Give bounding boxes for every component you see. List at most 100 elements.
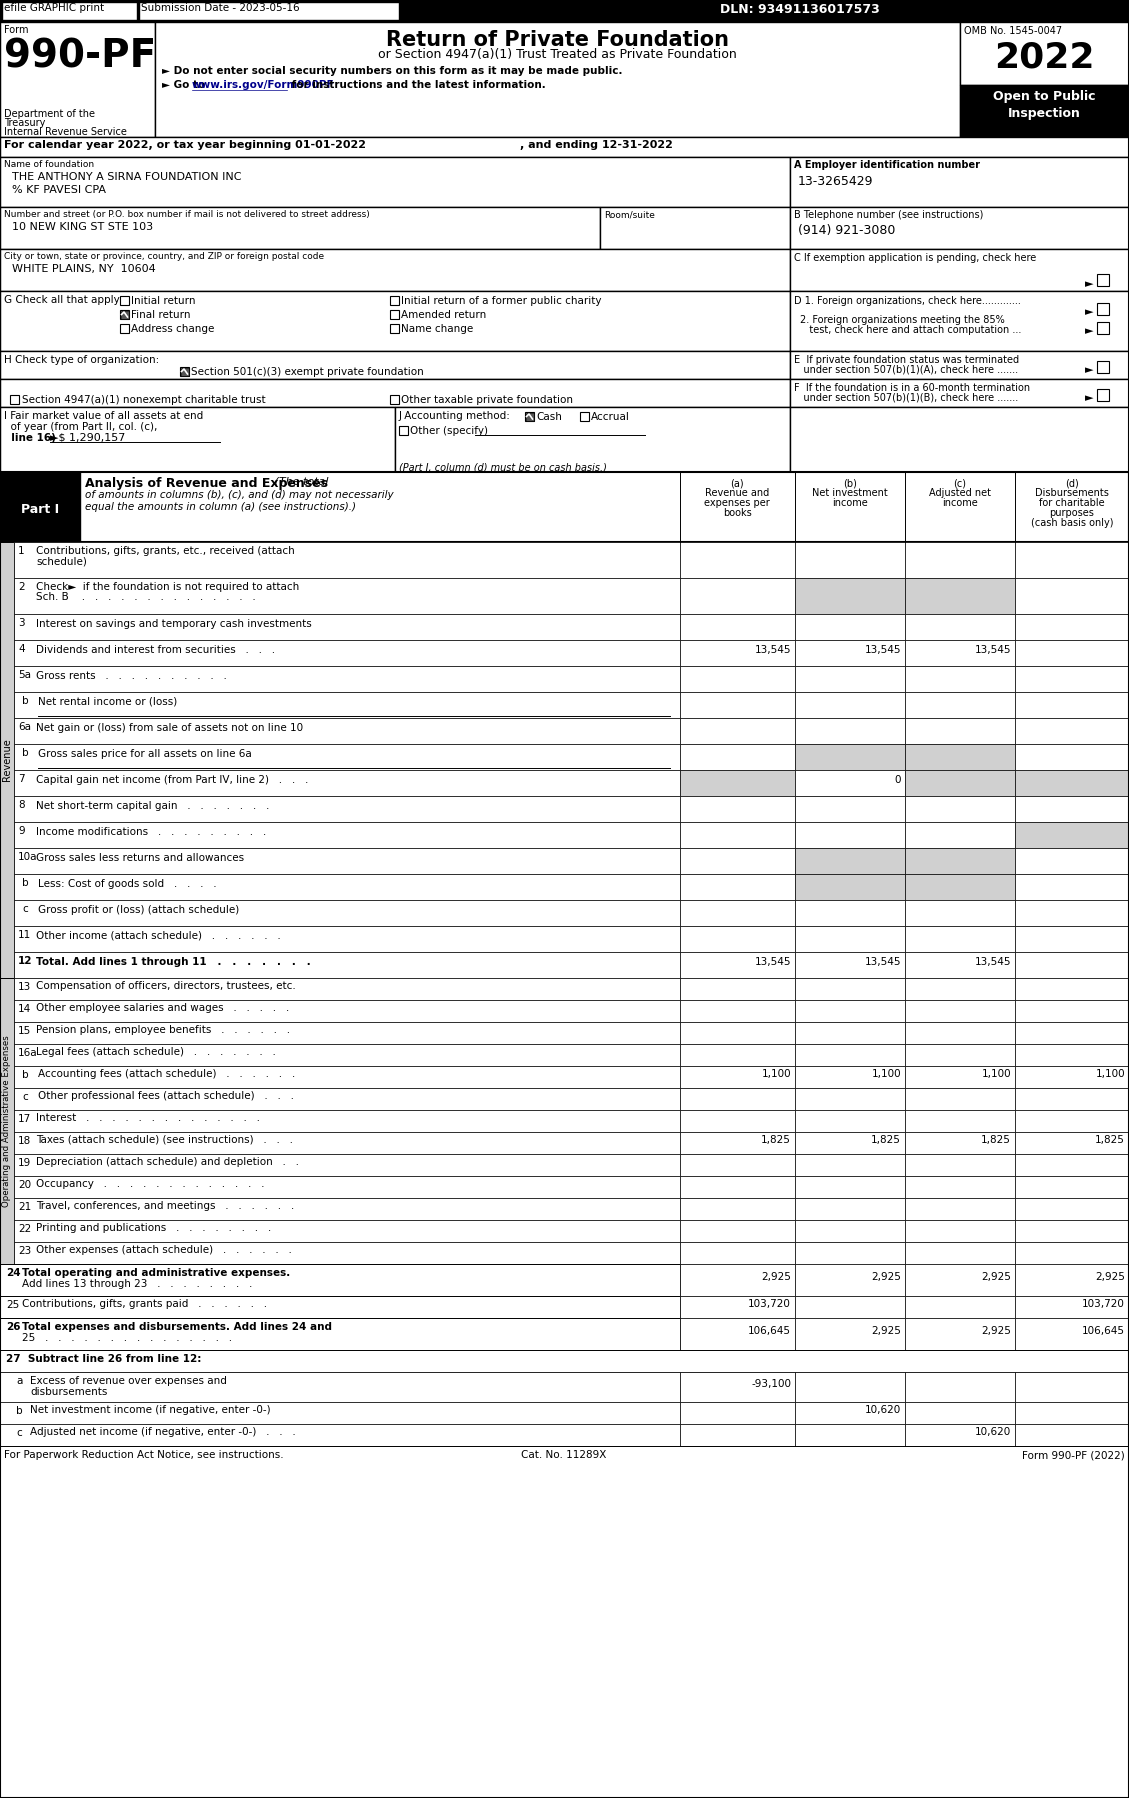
Text: 8: 8 — [18, 800, 25, 811]
Bar — [905, 1221, 1015, 1242]
Text: Other employee salaries and wages   .   .   .   .   .: Other employee salaries and wages . . . … — [36, 1003, 289, 1012]
Text: Address change: Address change — [131, 324, 215, 334]
Text: Other income (attach schedule)   .   .   .   .   .   .: Other income (attach schedule) . . . . .… — [36, 931, 281, 940]
Text: Taxes (attach schedule) (see instructions)   .   .   .: Taxes (attach schedule) (see instruction… — [36, 1135, 294, 1145]
Bar — [680, 1264, 795, 1296]
Bar — [905, 874, 1015, 901]
Bar — [795, 901, 905, 926]
Bar — [905, 613, 1015, 640]
Bar — [599, 207, 790, 248]
Text: Gross sales price for all assets on line 6a: Gross sales price for all assets on line… — [38, 750, 252, 759]
Text: City or town, state or province, country, and ZIP or foreign postal code: City or town, state or province, country… — [5, 252, 324, 261]
Text: 2: 2 — [18, 583, 25, 592]
Bar — [905, 770, 1015, 797]
Text: 1,100: 1,100 — [872, 1070, 901, 1079]
Bar — [120, 297, 129, 306]
Text: 1,825: 1,825 — [981, 1135, 1010, 1145]
Text: Contributions, gifts, grants paid   .   .   .   .   .   .: Contributions, gifts, grants paid . . . … — [21, 1298, 268, 1309]
Bar — [795, 1197, 905, 1221]
Bar — [0, 541, 14, 978]
Bar — [14, 901, 680, 926]
Text: Name change: Name change — [401, 324, 473, 334]
Bar — [795, 717, 905, 744]
Bar — [0, 978, 14, 1264]
Text: Net investment: Net investment — [812, 487, 887, 498]
Text: Return of Private Foundation: Return of Private Foundation — [385, 31, 728, 50]
Text: Net short-term capital gain   .   .   .   .   .   .   .: Net short-term capital gain . . . . . . … — [36, 800, 270, 811]
Bar — [795, 1296, 905, 1318]
Text: THE ANTHONY A SIRNA FOUNDATION INC: THE ANTHONY A SIRNA FOUNDATION INC — [12, 173, 242, 182]
Bar — [795, 1109, 905, 1133]
Bar — [0, 351, 790, 379]
Bar — [390, 324, 399, 333]
Text: Legal fees (attach schedule)   .   .   .   .   .   .   .: Legal fees (attach schedule) . . . . . .… — [36, 1046, 275, 1057]
Bar — [14, 874, 680, 901]
Bar — [905, 717, 1015, 744]
Text: D 1. Foreign organizations, check here.............: D 1. Foreign organizations, check here..… — [794, 297, 1021, 306]
Bar — [680, 1176, 795, 1197]
Text: Initial return: Initial return — [131, 297, 195, 306]
Bar — [1097, 304, 1109, 315]
Bar — [905, 1109, 1015, 1133]
Bar — [0, 1424, 680, 1446]
Bar — [399, 426, 408, 435]
Bar — [960, 85, 1129, 137]
Bar — [1015, 1045, 1129, 1066]
Text: Interest on savings and temporary cash investments: Interest on savings and temporary cash i… — [36, 619, 312, 629]
Text: of year (from Part II, col. (c),: of year (from Part II, col. (c), — [5, 423, 157, 432]
Text: Excess of revenue over expenses and: Excess of revenue over expenses and — [30, 1375, 227, 1386]
Bar — [1015, 1133, 1129, 1154]
Text: 10a: 10a — [18, 852, 37, 861]
Bar — [1015, 1066, 1129, 1088]
Bar — [680, 926, 795, 951]
Bar — [0, 1296, 680, 1318]
Text: ► Do not enter social security numbers on this form as it may be made public.: ► Do not enter social security numbers o… — [161, 67, 622, 76]
Text: books: books — [723, 509, 752, 518]
Text: 20: 20 — [18, 1179, 32, 1190]
Bar — [680, 822, 795, 849]
Text: Revenue and: Revenue and — [704, 487, 769, 498]
Text: test, check here and attach computation ...: test, check here and attach computation … — [800, 325, 1022, 334]
Text: income: income — [832, 498, 868, 509]
Bar — [795, 1154, 905, 1176]
Text: Check►  if the foundation is not required to attach: Check► if the foundation is not required… — [36, 583, 299, 592]
Bar — [0, 22, 155, 137]
Bar — [181, 367, 189, 376]
Bar — [795, 665, 905, 692]
Text: efile GRAPHIC print: efile GRAPHIC print — [5, 4, 104, 13]
Bar — [2, 2, 137, 20]
Bar — [1015, 1221, 1129, 1242]
Bar — [1015, 1109, 1129, 1133]
Bar — [795, 1176, 905, 1197]
Bar — [0, 1264, 680, 1296]
Bar — [139, 2, 399, 20]
Text: Room/suite: Room/suite — [604, 210, 655, 219]
Text: ►: ► — [1085, 325, 1094, 336]
Text: Other taxable private foundation: Other taxable private foundation — [401, 396, 574, 405]
Text: Net investment income (if negative, enter -0-): Net investment income (if negative, ente… — [30, 1404, 271, 1415]
Bar — [795, 1045, 905, 1066]
Text: Section 501(c)(3) exempt private foundation: Section 501(c)(3) exempt private foundat… — [191, 367, 423, 378]
Text: 13: 13 — [18, 982, 32, 992]
Bar — [14, 951, 680, 978]
Bar — [525, 412, 534, 421]
Bar — [905, 797, 1015, 822]
Text: 2,925: 2,925 — [981, 1271, 1010, 1282]
Text: equal the amounts in column (a) (see instructions).): equal the amounts in column (a) (see ins… — [85, 502, 356, 512]
Bar — [0, 1467, 1129, 1798]
Bar — [905, 577, 1015, 613]
Text: or Section 4947(a)(1) Trust Treated as Private Foundation: or Section 4947(a)(1) Trust Treated as P… — [377, 49, 736, 61]
Bar — [905, 1088, 1015, 1109]
Bar — [795, 926, 905, 951]
Bar — [790, 406, 1129, 473]
Text: Less: Cost of goods sold   .   .   .   .: Less: Cost of goods sold . . . . — [38, 879, 217, 888]
Bar — [14, 1088, 680, 1109]
Bar — [795, 849, 905, 874]
Bar — [905, 926, 1015, 951]
Bar — [905, 1000, 1015, 1021]
Bar — [0, 1350, 1129, 1372]
Bar — [905, 541, 1015, 577]
Bar — [795, 1402, 905, 1424]
Bar — [14, 744, 680, 770]
Bar — [390, 396, 399, 405]
